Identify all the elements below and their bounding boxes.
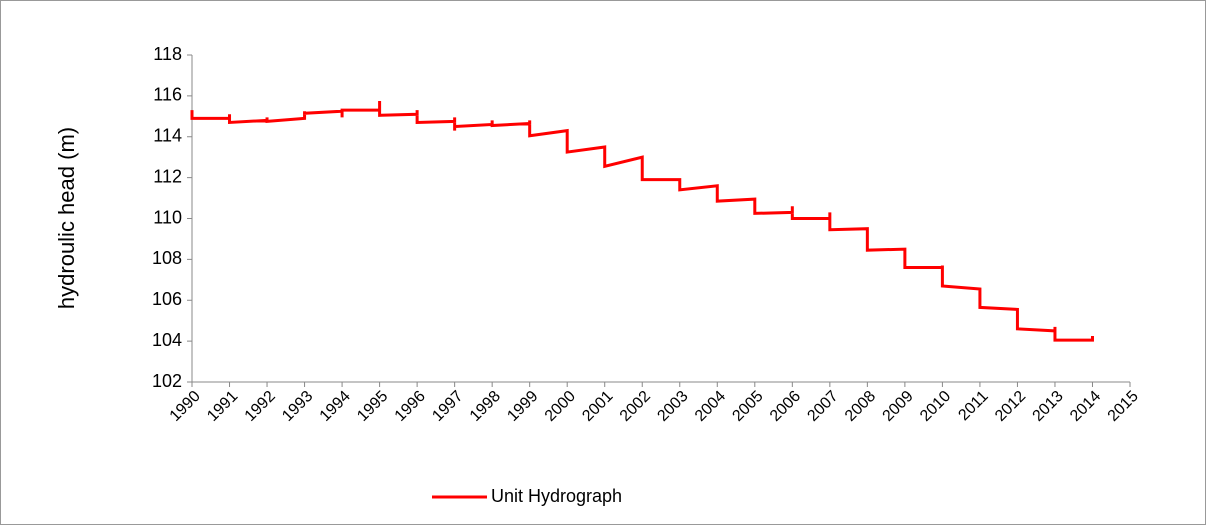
y-tick-label: 110 bbox=[153, 207, 182, 227]
y-axis-label: hydroulic head (m) bbox=[54, 127, 79, 309]
y-tick-label: 108 bbox=[152, 248, 182, 268]
y-tick-label: 116 bbox=[153, 85, 182, 105]
y-tick-label: 104 bbox=[152, 330, 182, 350]
y-tick-label: 114 bbox=[153, 126, 182, 146]
y-tick-label: 118 bbox=[153, 44, 182, 64]
y-tick-label: 106 bbox=[152, 289, 182, 309]
y-tick-label: 102 bbox=[152, 371, 182, 391]
line bbox=[190, 100, 1094, 342]
legend-label: Unit Hydrograph bbox=[491, 486, 622, 506]
y-tick-label: 112 bbox=[153, 166, 182, 186]
